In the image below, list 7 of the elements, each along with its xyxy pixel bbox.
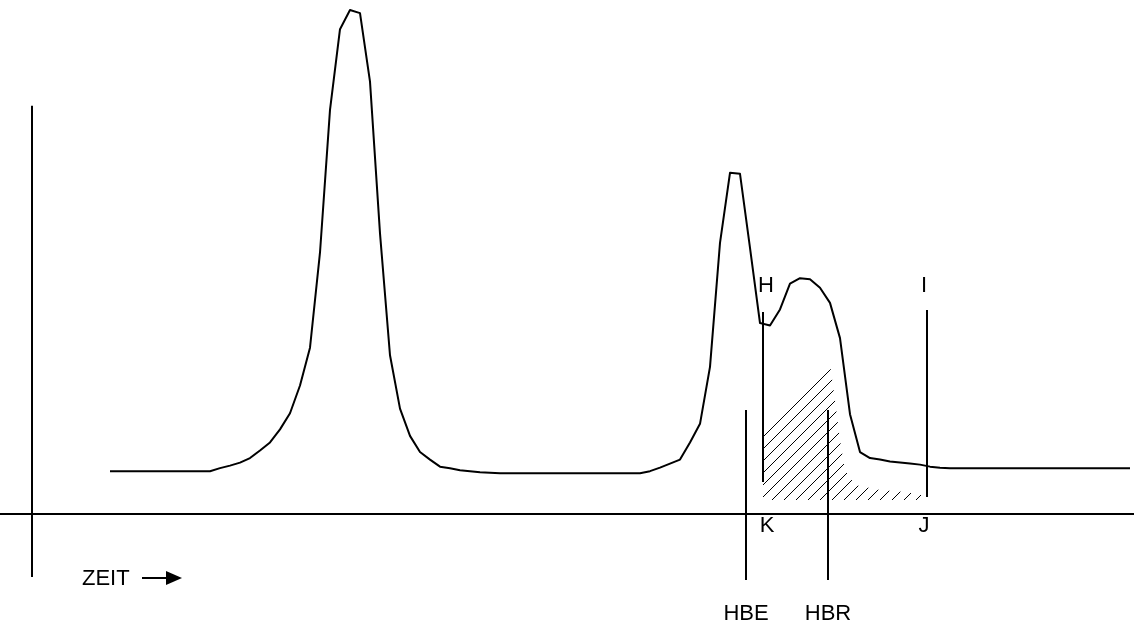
text: HBR	[804, 600, 852, 626]
annotation: K	[759, 512, 775, 538]
x-axis-title: ZEIT	[82, 565, 130, 591]
annotation: I	[920, 272, 928, 298]
annotation: J	[918, 512, 930, 538]
text: HBE	[723, 600, 769, 626]
annotation: H	[758, 272, 774, 298]
